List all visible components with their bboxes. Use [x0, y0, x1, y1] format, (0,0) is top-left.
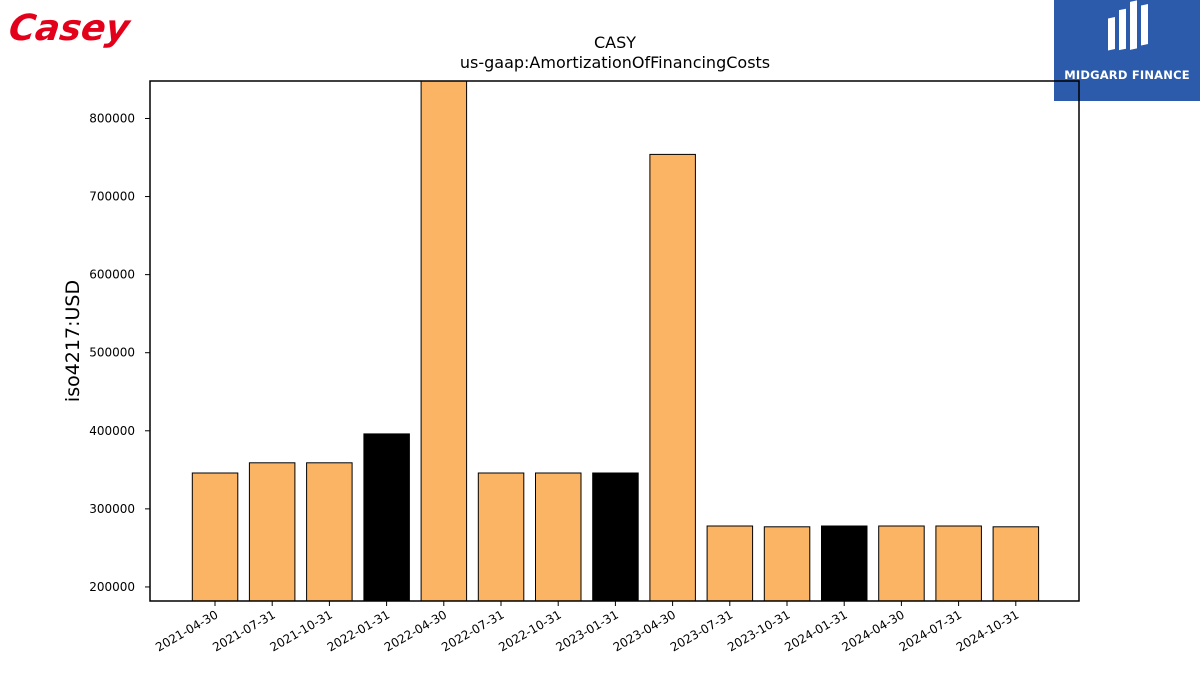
x-tick-label: 2022-07-31 [439, 607, 506, 654]
x-tick-label: 2021-07-31 [210, 607, 277, 654]
bar-2024-04-30 [878, 525, 925, 602]
y-tick-label: 500000 [89, 346, 135, 360]
x-tick-label: 2022-01-31 [325, 607, 392, 654]
plot-frame [149, 80, 1080, 602]
y-tick-label: 300000 [89, 502, 135, 516]
x-tick-label: 2024-07-31 [897, 607, 964, 654]
bar-2023-10-31 [763, 526, 811, 602]
midgard-finance-label: MIDGARD FINANCE [1064, 68, 1190, 82]
bar-2024-07-31 [935, 525, 982, 602]
caseys-logo: Casey's [6, 6, 133, 49]
y-axis-label: iso4217:USD [62, 280, 84, 402]
x-axis-ticks: 2021-04-302021-07-312021-10-312022-01-31… [153, 601, 1021, 654]
x-tick-label: 2023-07-31 [668, 607, 735, 654]
bar-2022-10-31 [535, 472, 582, 602]
bar-2023-01-31 [592, 472, 639, 602]
y-tick-label: 800000 [89, 111, 135, 125]
x-tick-label: 2024-10-31 [954, 607, 1021, 654]
bar-2023-04-30 [649, 153, 696, 602]
bar-2024-01-31 [821, 525, 868, 602]
chart-subtitle: us-gaap:AmortizationOfFinancingCosts [460, 53, 770, 72]
x-tick-label: 2022-10-31 [496, 607, 563, 654]
bar-2022-07-31 [477, 472, 525, 602]
caseys-logo-text: Casey's [6, 6, 133, 49]
y-tick-label: 400000 [89, 424, 135, 438]
bar-2024-10-31 [992, 526, 1040, 602]
x-tick-label: 2022-04-30 [382, 607, 449, 654]
bar-2023-07-31 [706, 525, 754, 602]
y-tick-label: 700000 [89, 190, 135, 204]
bar-2021-10-31 [306, 462, 353, 602]
x-tick-label: 2021-10-31 [267, 607, 334, 654]
y-tick-label: 600000 [89, 268, 135, 282]
chart-title: CASY [594, 33, 636, 52]
midgard-finance-logo: MIDGARD FINANCE [1054, 0, 1200, 101]
y-axis-ticks: 200000 300000 400000 500000 600000 700000 8000… [89, 111, 150, 594]
x-tick-label: 2023-10-31 [725, 607, 792, 654]
bar-2021-04-30 [191, 472, 239, 602]
x-tick-label: 2023-01-31 [553, 607, 620, 654]
x-tick-label: 2021-04-30 [153, 607, 220, 654]
bars-group [191, 80, 1040, 602]
x-tick-label: 2024-04-30 [839, 607, 906, 654]
bar-2022-01-31 [363, 433, 410, 602]
bar-2022-04-30 [420, 80, 468, 602]
x-tick-label: 2023-04-30 [611, 607, 678, 654]
midgard-emblem-icon [1108, 0, 1148, 51]
x-tick-label: 2024-01-31 [782, 607, 849, 654]
bar-2021-07-31 [248, 462, 296, 602]
y-tick-label: 200000 [89, 580, 135, 594]
